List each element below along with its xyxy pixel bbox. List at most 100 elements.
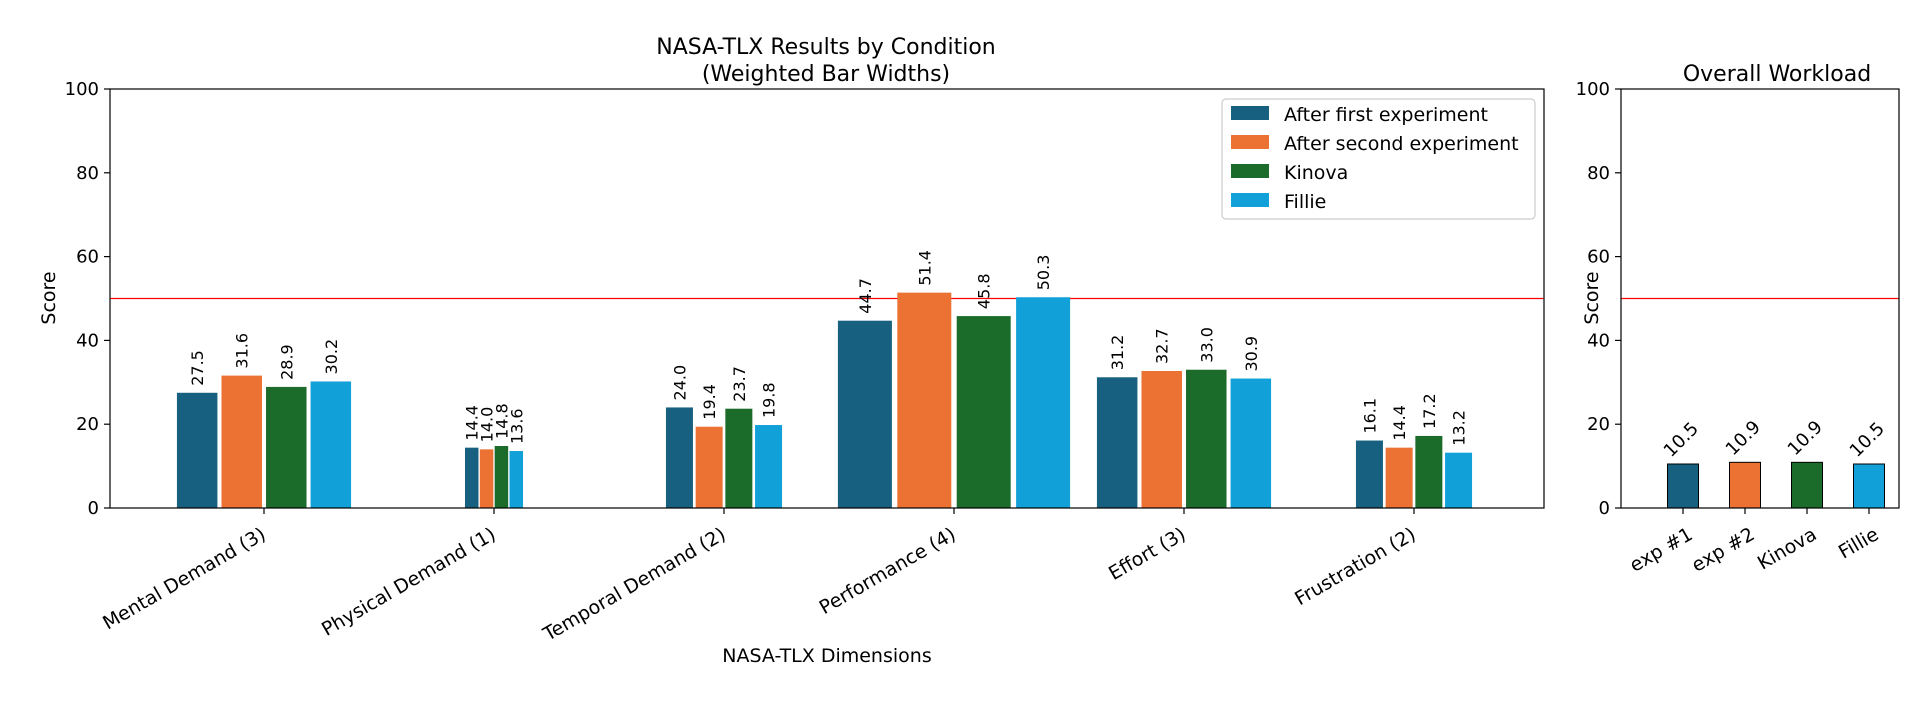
value-label: 19.8 bbox=[760, 382, 779, 418]
bar bbox=[1186, 369, 1227, 508]
legend-swatch bbox=[1231, 106, 1269, 120]
overall-value-labels: 10.5 10.9 10.9 10.5 bbox=[1660, 417, 1889, 462]
bar bbox=[221, 375, 262, 508]
legend-item: Fillie bbox=[1231, 191, 1326, 213]
value-label: 10.5 bbox=[1660, 418, 1703, 461]
legend-swatch bbox=[1231, 135, 1269, 149]
legend-box bbox=[1221, 98, 1536, 220]
legend-label: After first experiment bbox=[1284, 104, 1488, 126]
y-tick-label: 0 bbox=[1599, 498, 1610, 519]
bar bbox=[695, 426, 723, 508]
y-tick-label: 100 bbox=[65, 79, 99, 100]
y-tick-label: 20 bbox=[76, 414, 99, 435]
value-label: 17.2 bbox=[1420, 393, 1439, 429]
value-label: 44.7 bbox=[856, 278, 875, 314]
bar bbox=[1016, 297, 1071, 508]
value-label: 51.4 bbox=[915, 250, 934, 286]
bar bbox=[725, 408, 753, 508]
overall-bar bbox=[1729, 461, 1761, 509]
value-label: 23.7 bbox=[730, 366, 749, 402]
value-label: 45.8 bbox=[975, 273, 994, 309]
value-label: 16.1 bbox=[1360, 398, 1379, 434]
bar bbox=[464, 447, 479, 508]
bar bbox=[1230, 378, 1272, 508]
y-tick-label: 80 bbox=[76, 163, 99, 184]
value-label: 31.6 bbox=[233, 333, 252, 369]
legend-label: Kinova bbox=[1284, 162, 1348, 184]
overall-bars bbox=[1667, 461, 1885, 509]
main-plot-frame bbox=[109, 88, 1545, 509]
x-tick-label: Frustration (2) bbox=[1291, 523, 1419, 610]
x-tick-label: Performance (4) bbox=[816, 523, 960, 619]
value-label: 10.9 bbox=[1784, 417, 1827, 460]
main-y-axis-label: Score bbox=[38, 271, 60, 324]
legend-item: After second experiment bbox=[1231, 133, 1519, 155]
overall-bar bbox=[1791, 461, 1823, 509]
value-label: 14.4 bbox=[1390, 405, 1409, 441]
overall-bar bbox=[1853, 463, 1885, 509]
x-tick-label: Fillie bbox=[1835, 523, 1883, 563]
value-label: 19.4 bbox=[700, 384, 719, 420]
bar bbox=[1096, 377, 1138, 508]
bar bbox=[509, 451, 524, 508]
overall-chart-title: Overall Workload bbox=[1683, 62, 1871, 87]
legend-item: Kinova bbox=[1231, 162, 1348, 184]
y-tick-label: 0 bbox=[88, 498, 99, 519]
y-tick-label: 100 bbox=[1576, 79, 1610, 100]
x-tick-label: exp #1 bbox=[1626, 523, 1697, 576]
bar bbox=[1445, 452, 1473, 508]
main-bars bbox=[176, 292, 1473, 508]
bar bbox=[266, 386, 307, 508]
legend-item: After first experiment bbox=[1231, 104, 1488, 126]
main-value-labels: 27.5 31.6 28.9 30.214.414.014.813.624.019.4… bbox=[188, 250, 1468, 446]
overall-bar bbox=[1667, 463, 1699, 509]
bar bbox=[1141, 370, 1182, 508]
bar bbox=[665, 407, 693, 508]
legend-label: Fillie bbox=[1284, 191, 1326, 213]
value-label: 14.8 bbox=[492, 403, 511, 439]
legend-label: After second experiment bbox=[1284, 133, 1519, 155]
main-x-axis-label: NASA-TLX Dimensions bbox=[722, 645, 931, 667]
y-tick-label: 80 bbox=[1587, 163, 1610, 184]
bar bbox=[1415, 435, 1443, 508]
bar bbox=[494, 445, 509, 508]
legend-swatch bbox=[1231, 164, 1269, 178]
value-label: 28.9 bbox=[277, 344, 296, 380]
value-label: 14.0 bbox=[478, 407, 497, 443]
value-label: 33.0 bbox=[1197, 327, 1216, 363]
value-label: 13.6 bbox=[507, 408, 526, 444]
overall-y-ticks: 0 20 40 60 80 100 bbox=[1576, 79, 1621, 519]
main-y-ticks: 0 20 40 60 80 100 bbox=[65, 79, 110, 519]
main-chart: NASA-TLX Results by Condition (Weighted … bbox=[38, 35, 1545, 667]
main-x-ticks: Mental Demand (3) Physical Demand (1) Temp… bbox=[99, 508, 1420, 646]
overall-y-axis-label: Score bbox=[1581, 271, 1603, 324]
y-tick-label: 60 bbox=[76, 247, 99, 268]
x-tick-label: Kinova bbox=[1754, 523, 1821, 574]
y-tick-label: 60 bbox=[1587, 247, 1610, 268]
x-tick-label: exp #2 bbox=[1688, 523, 1759, 576]
bar bbox=[956, 316, 1011, 508]
legend-swatch bbox=[1231, 193, 1269, 207]
bar bbox=[755, 425, 783, 508]
main-chart-title: NASA-TLX Results by Condition bbox=[656, 35, 996, 60]
value-label: 30.9 bbox=[1242, 336, 1261, 372]
bar bbox=[310, 381, 352, 508]
main-chart-subtitle: (Weighted Bar Widths) bbox=[702, 62, 950, 87]
value-label: 32.7 bbox=[1153, 328, 1172, 364]
bar bbox=[1355, 440, 1383, 508]
bar bbox=[837, 320, 892, 508]
x-tick-label: Mental Demand (3) bbox=[99, 523, 269, 634]
bar bbox=[1385, 447, 1413, 508]
value-label: 50.3 bbox=[1034, 255, 1053, 291]
x-tick-label: Effort (3) bbox=[1105, 523, 1190, 585]
bar bbox=[897, 292, 952, 508]
x-tick-label: Temporal Demand (2) bbox=[539, 523, 730, 646]
value-label: 13.2 bbox=[1450, 410, 1469, 446]
bar bbox=[479, 449, 494, 508]
y-tick-label: 40 bbox=[76, 330, 99, 351]
legend: After first experiment After second expe… bbox=[1221, 98, 1536, 220]
value-label: 27.5 bbox=[188, 350, 207, 386]
